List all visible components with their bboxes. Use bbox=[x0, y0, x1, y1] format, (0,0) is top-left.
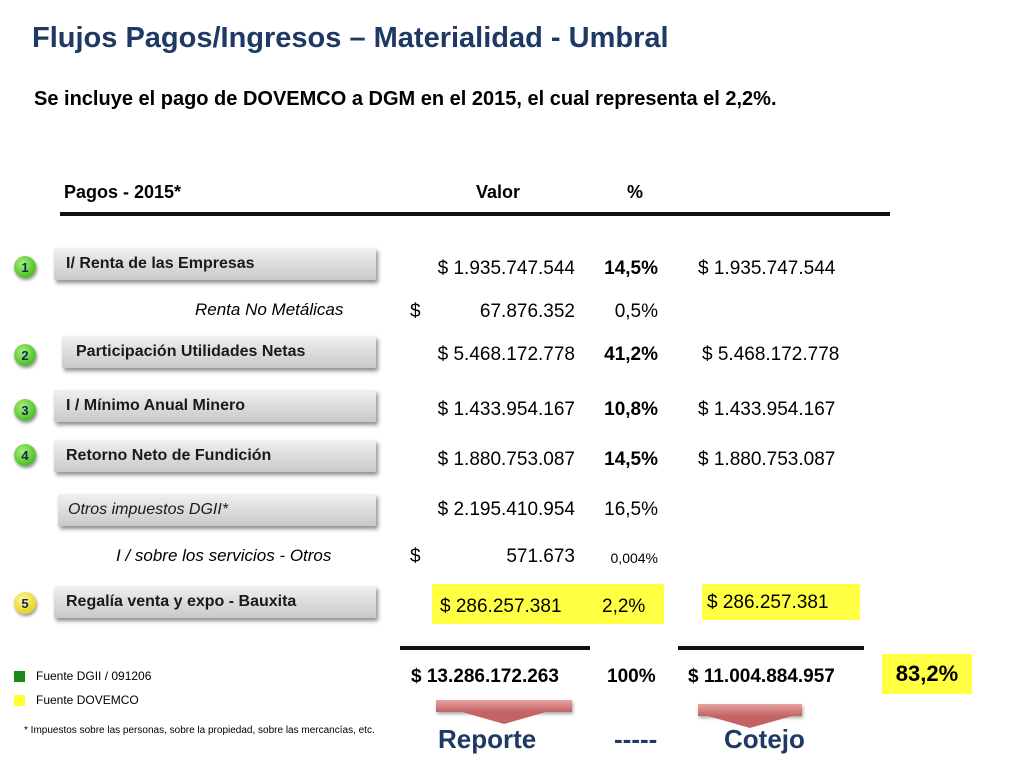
total-divider-cotejo bbox=[678, 646, 864, 650]
page-title: Flujos Pagos/Ingresos – Materialidad - U… bbox=[32, 22, 669, 54]
highlight-cotejo bbox=[702, 584, 860, 620]
arrow-cotejo-head-icon bbox=[708, 716, 792, 728]
label-cotejo: Cotejo bbox=[724, 724, 805, 754]
row-label-renta-no-metalicas: Renta No Metálicas bbox=[195, 300, 344, 319]
badge-4: 4 bbox=[14, 444, 36, 466]
total-pct: 100% bbox=[607, 666, 656, 687]
row-valor: $ 1.880.753.087 bbox=[437, 449, 575, 470]
row-pct: 0,004% bbox=[610, 550, 658, 566]
row-cotejo: $ 1.935.747.544 bbox=[698, 258, 836, 279]
row-pct: 16,5% bbox=[604, 499, 658, 520]
legend-dgii: Fuente DGII / 091206 bbox=[36, 669, 152, 683]
row-pct: 10,8% bbox=[604, 399, 658, 420]
row-cotejo: $ 5.468.172.778 bbox=[702, 344, 840, 365]
arrow-reporte-icon bbox=[436, 700, 572, 712]
row-pct: 14,5% bbox=[604, 258, 658, 279]
ratio-badge: 83,2% bbox=[882, 654, 972, 694]
row-valor: $ 286.257.381 bbox=[440, 596, 562, 617]
row-label-minimo-anual: I / Mínimo Anual Minero bbox=[54, 390, 376, 422]
total-divider-reporte bbox=[400, 646, 590, 650]
header-valor: Valor bbox=[476, 182, 521, 202]
row-valor: $ 1.433.954.167 bbox=[437, 399, 575, 420]
row-label-servicios-otros: I / sobre los servicios - Otros bbox=[116, 546, 332, 565]
row-cotejo: $ 1.880.753.087 bbox=[698, 449, 836, 470]
badge-1: 1 bbox=[14, 256, 36, 278]
row-pct: 0,5% bbox=[614, 301, 658, 322]
row-valor: 571.673 bbox=[506, 546, 575, 567]
header-pct: % bbox=[627, 182, 644, 202]
label-dash: ----- bbox=[614, 724, 658, 754]
row-pct: 41,2% bbox=[604, 344, 658, 365]
row-label-otros-impuestos: Otros impuestos DGII* bbox=[58, 494, 376, 526]
row-cotejo: $ 286.257.381 bbox=[707, 592, 829, 613]
row-valor: 67.876.352 bbox=[479, 301, 575, 322]
footnote: * Impuestos sobre las personas, sobre la… bbox=[24, 725, 375, 736]
badge-2: 2 bbox=[14, 344, 36, 366]
row-label-retorno-neto: Retorno Neto de Fundición bbox=[54, 440, 376, 472]
row-pct: 2,2% bbox=[602, 596, 646, 617]
header-divider bbox=[60, 212, 890, 216]
row-valor: $ 2.195.410.954 bbox=[437, 499, 575, 520]
legend-dovemco: Fuente DOVEMCO bbox=[36, 693, 139, 707]
arrow-reporte-head-icon bbox=[462, 712, 546, 724]
legend-green-square bbox=[14, 671, 25, 682]
row-pct: 14,5% bbox=[604, 449, 658, 470]
highlight-reporte bbox=[432, 584, 664, 624]
row-cotejo: $ 1.433.954.167 bbox=[698, 399, 836, 420]
page-subtitle: Se incluye el pago de DOVEMCO a DGM en e… bbox=[34, 88, 777, 110]
total-cotejo: $ 11.004.884.957 bbox=[688, 666, 835, 687]
row-valor: $ 5.468.172.778 bbox=[437, 344, 575, 365]
row-label-renta-empresas: I/ Renta de las Empresas bbox=[54, 248, 376, 280]
legend-yellow-square bbox=[14, 695, 25, 706]
badge-3: 3 bbox=[14, 399, 36, 421]
row-valor-symbol: $ bbox=[410, 546, 421, 567]
header-pagos: Pagos - 2015* bbox=[64, 182, 182, 202]
label-reporte: Reporte bbox=[438, 724, 537, 754]
total-valor: $ 13.286.172.263 bbox=[411, 666, 559, 687]
row-label-participacion: Participación Utilidades Netas bbox=[62, 336, 376, 368]
row-valor-symbol: $ bbox=[410, 301, 421, 322]
row-valor: $ 1.935.747.544 bbox=[437, 258, 575, 279]
badge-5: 5 bbox=[14, 592, 36, 614]
row-label-regalia-bauxita: Regalía venta y expo - Bauxita bbox=[54, 586, 376, 618]
arrow-cotejo-icon bbox=[698, 704, 802, 716]
